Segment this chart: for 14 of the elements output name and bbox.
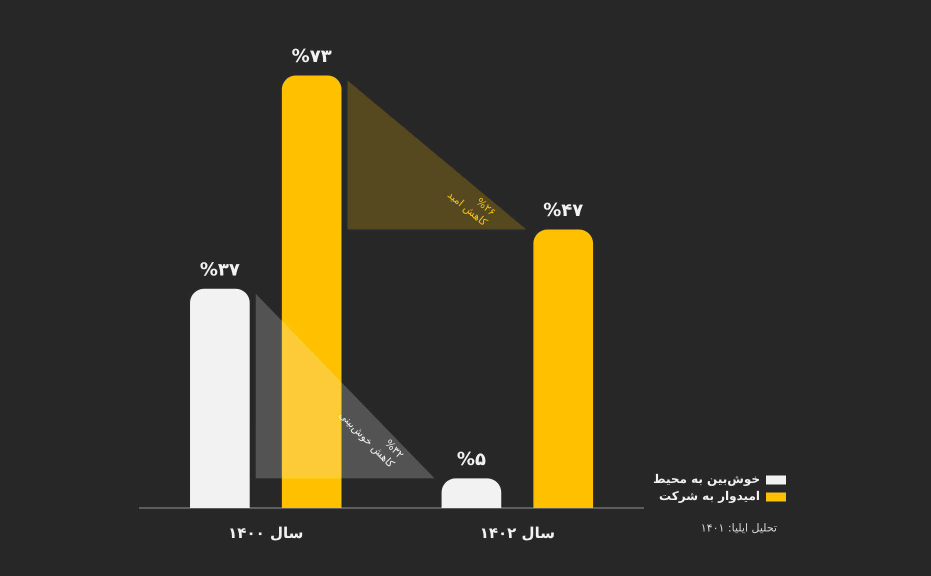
x-tick-label: سال ۱۴۰۲ — [480, 524, 555, 542]
data-label: %۴۷ — [543, 200, 584, 222]
legend-label: خوش‌بین به محیط — [653, 472, 760, 486]
data-label: %۵ — [456, 449, 486, 470]
text: تحلیل ایلیا: ۱۴۰۱ — [700, 522, 777, 534]
legend-label: امیدوار به شرکت — [659, 489, 760, 504]
annotation: %۲۶ کاهش امید — [445, 188, 498, 229]
data-label: %۷۳ — [292, 46, 332, 68]
annotation: %۳۲ کاهش خوش‌بینی — [336, 409, 406, 470]
bar — [533, 230, 594, 508]
bar — [442, 478, 502, 508]
bar — [190, 288, 250, 508]
data-label: %۳۷ — [200, 259, 240, 280]
x-tick-label: سال ۱۴۰۰ — [228, 524, 304, 542]
